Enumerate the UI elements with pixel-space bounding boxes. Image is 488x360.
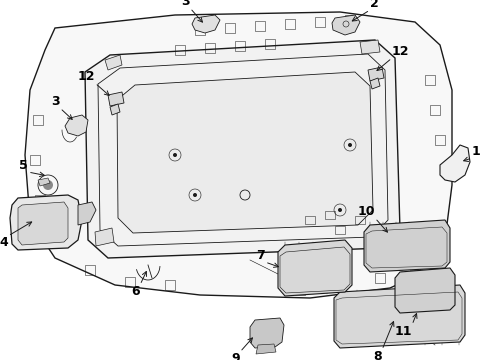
- Polygon shape: [333, 285, 464, 348]
- Polygon shape: [110, 104, 120, 115]
- Polygon shape: [439, 145, 469, 182]
- Polygon shape: [65, 115, 88, 136]
- Circle shape: [173, 153, 177, 157]
- Polygon shape: [369, 78, 379, 89]
- Polygon shape: [95, 228, 114, 246]
- Polygon shape: [85, 40, 399, 258]
- Text: 2: 2: [369, 0, 378, 10]
- Polygon shape: [18, 202, 68, 245]
- Text: 6: 6: [131, 285, 140, 298]
- Polygon shape: [38, 178, 50, 186]
- Text: 7: 7: [256, 249, 264, 262]
- Polygon shape: [117, 72, 372, 233]
- Text: 11: 11: [394, 325, 411, 338]
- Polygon shape: [278, 240, 351, 296]
- Circle shape: [193, 193, 197, 197]
- Text: 3: 3: [51, 95, 60, 108]
- Text: 10: 10: [357, 205, 374, 218]
- Polygon shape: [363, 220, 449, 272]
- Circle shape: [347, 143, 351, 147]
- Text: 12: 12: [391, 45, 408, 58]
- Polygon shape: [331, 15, 359, 35]
- Text: 12: 12: [77, 70, 95, 83]
- Polygon shape: [105, 55, 122, 70]
- Text: 9: 9: [231, 352, 240, 360]
- Polygon shape: [192, 15, 220, 33]
- Circle shape: [43, 180, 53, 190]
- Text: 5: 5: [19, 159, 28, 172]
- Text: 1: 1: [471, 145, 480, 158]
- Polygon shape: [25, 12, 451, 298]
- Text: 8: 8: [373, 350, 381, 360]
- Polygon shape: [367, 67, 383, 81]
- Circle shape: [337, 208, 341, 212]
- Text: 4: 4: [0, 236, 8, 249]
- Polygon shape: [108, 92, 124, 106]
- Polygon shape: [394, 268, 454, 313]
- Polygon shape: [256, 344, 275, 354]
- Polygon shape: [359, 40, 379, 54]
- Polygon shape: [78, 202, 96, 225]
- Polygon shape: [371, 228, 389, 246]
- Text: 3: 3: [181, 0, 190, 8]
- Polygon shape: [249, 318, 284, 348]
- Polygon shape: [10, 195, 82, 250]
